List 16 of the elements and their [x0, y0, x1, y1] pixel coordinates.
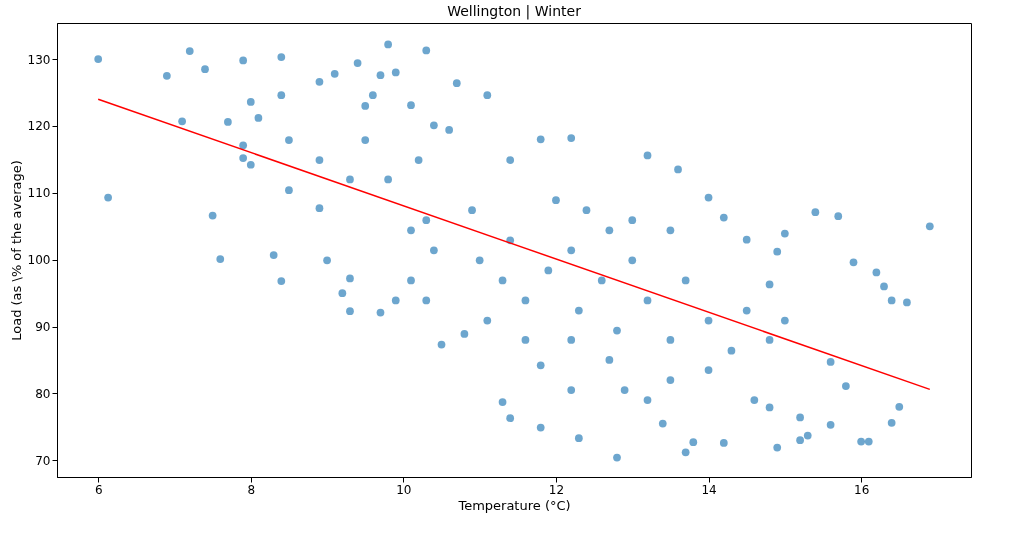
x-tick-label: 8 — [247, 482, 256, 497]
y-tick-label: 110 — [27, 186, 51, 201]
x-tick-label: 6 — [94, 482, 103, 497]
y-axis-title: Load (as \% of the average) — [8, 160, 24, 341]
x-axis-title: Temperature (°C) — [457, 497, 571, 513]
y-tick-label: 80 — [35, 386, 51, 401]
x-tick-label: 10 — [396, 482, 412, 497]
x-tick-label: 14 — [701, 482, 717, 497]
x-tick-label: 16 — [854, 482, 870, 497]
x-tick-label: 12 — [548, 482, 565, 497]
y-tick-label: 120 — [27, 119, 51, 134]
y-tick-label: 70 — [35, 453, 51, 468]
chart-title: Wellington | Winter — [447, 3, 582, 20]
y-tick-label: 90 — [35, 320, 51, 335]
y-tick-label: 100 — [27, 253, 51, 268]
y-tick-label: 130 — [27, 52, 51, 67]
